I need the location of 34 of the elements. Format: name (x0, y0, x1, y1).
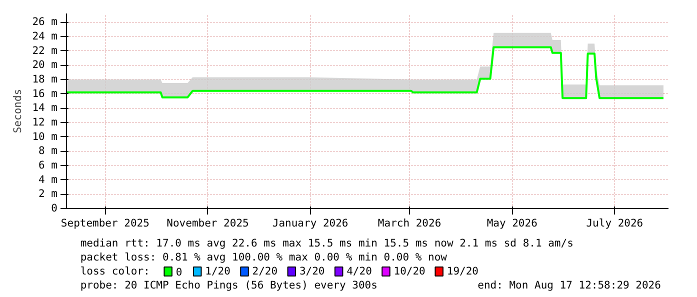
x-tick-label: May 2026 (486, 218, 538, 230)
y-tick-label: 14 m (32, 102, 58, 114)
y-tick-label: 8 m (38, 145, 58, 158)
y-tick-label: 16 m (32, 88, 58, 100)
legend-label: 1/20 (205, 266, 230, 278)
text: end: Mon Aug 17 12:58:29 2026 (478, 280, 661, 292)
y-tick-label: 2 m (38, 188, 58, 200)
line-series (66, 46, 664, 100)
y-tick-label: 22 m (32, 44, 58, 57)
x-tick-label: July 2026 (586, 218, 644, 230)
y-tick-label: 12 m (32, 116, 58, 128)
y-tick-label: 26 m (32, 16, 58, 28)
text: median rtt: 17.0 ms avg 22.6 ms max 15.5 ms min 15.5 ms now 2.1 ms sd 8.1 am/s (80, 238, 574, 250)
text: probe: 20 ICMP Echo Pings (56 Bytes) every 300s (80, 280, 378, 292)
y-tick-label: 18 m (32, 73, 58, 86)
y-tick-label: 20 m (32, 59, 58, 72)
y-tick-label: 0 (51, 202, 58, 214)
y-tick-label: 4 m (38, 174, 58, 186)
legend-label: 10/20 (394, 266, 426, 278)
y-tick-label: 6 m (38, 159, 58, 172)
x-tick-label: September 2025 (60, 218, 150, 230)
legend-label: 0 (176, 266, 182, 278)
y-axis-title: Seconds (12, 88, 24, 134)
legend-label: 19/20 (446, 266, 478, 278)
legend-label: 2/20 (252, 266, 278, 278)
y-tick-label: 10 m (32, 130, 58, 143)
x-tick-label: January 2026 (272, 218, 348, 230)
legend-label: 4/20 (346, 266, 372, 278)
y-tick-label: 24 m (32, 30, 58, 42)
text: packet loss: 0.81 % avg 100.00 % max 0.00 % min 0.00 % now (80, 252, 448, 264)
legend-label: 3/20 (299, 266, 325, 278)
x-tick-label: March 2026 (378, 218, 442, 230)
legend-title: loss color: (80, 266, 150, 278)
x-tick-label: November 2025 (166, 218, 249, 230)
